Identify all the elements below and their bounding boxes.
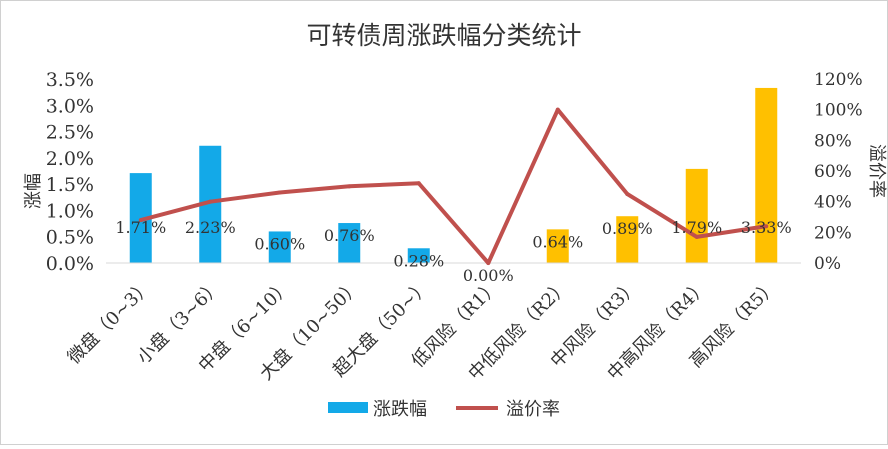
bar-data-label: 1.79% [671, 218, 722, 237]
y-left-tick-label: 0.5% [46, 227, 94, 249]
bar-data-label: 0.64% [532, 232, 583, 251]
y-right-tick-label: 80% [814, 131, 852, 151]
line-point [208, 199, 213, 204]
y-axis-right-label: 溢价率 [866, 144, 887, 198]
bar-data-label: 2.23% [185, 218, 236, 237]
bar [338, 223, 361, 263]
line-point [555, 107, 560, 112]
bar-data-label: 0.00% [463, 266, 514, 285]
line-point [764, 224, 769, 229]
y-left-tick-label: 3.0% [46, 95, 94, 117]
bar-data-label: 0.60% [254, 234, 305, 253]
bar [268, 231, 291, 263]
line-point [486, 261, 491, 265]
bar [199, 145, 222, 263]
bar-data-label: 3.33% [741, 218, 792, 237]
bar-series [129, 87, 778, 264]
y-right-tick-label: 20% [814, 223, 852, 243]
y-axis-right-ticks: 0% 20% 40% 60% 80% 100% 120% [814, 70, 863, 274]
bar [616, 216, 639, 263]
legend-label-line: 溢价率 [506, 399, 560, 420]
bar [755, 87, 778, 264]
y-left-tick-label: 2.5% [46, 122, 94, 144]
bar-data-labels: 1.71% 2.23% 0.60% 0.76% 0.28% 0.00% 0.64% 0.89%… [115, 218, 791, 285]
y-axis-left-label: 涨幅 [23, 173, 44, 209]
legend-label-bar: 涨跌幅 [373, 399, 427, 420]
line-series [138, 107, 769, 265]
line-point [347, 184, 352, 189]
y-right-tick-label: 100% [814, 101, 863, 121]
y-left-tick-label: 2.0% [46, 148, 94, 170]
line-point [625, 192, 630, 196]
line-point [138, 218, 143, 223]
y-left-tick-label: 1.5% [46, 174, 94, 196]
y-right-tick-label: 0% [814, 254, 841, 274]
y-right-tick-label: 60% [814, 162, 852, 182]
y-left-tick-label: 0.0% [46, 253, 94, 275]
bar-data-label: 0.28% [393, 251, 444, 270]
bar-data-label: 1.71% [115, 218, 166, 237]
y-right-tick-label: 120% [814, 70, 863, 90]
legend: 涨跌幅 溢价率 [328, 399, 560, 420]
line-point [416, 181, 421, 186]
bar [685, 168, 708, 263]
bar [546, 229, 569, 263]
y-left-tick-label: 1.0% [46, 200, 94, 222]
line-point [277, 190, 282, 195]
line-point [694, 234, 699, 239]
line-path [140, 107, 767, 265]
legend-swatch-bar [328, 402, 368, 413]
bar [407, 248, 430, 263]
y-right-tick-label: 40% [814, 193, 852, 213]
x-axis-ticks: 微盘（0~3）小盘（3~6）中盘（6~10）大盘（10~50）超大盘（50~）低… [64, 276, 782, 385]
bar-data-label: 0.89% [602, 219, 653, 238]
y-left-tick-label: 3.5% [46, 69, 94, 91]
chart-title: 可转债周涨跌幅分类统计 [306, 21, 581, 50]
bar-data-label: 0.76% [324, 226, 375, 245]
y-axis-left-ticks: 0.0% 0.5% 1.0% 1.5% 2.0% 2.5% 3.0% 3.5% [46, 69, 94, 275]
